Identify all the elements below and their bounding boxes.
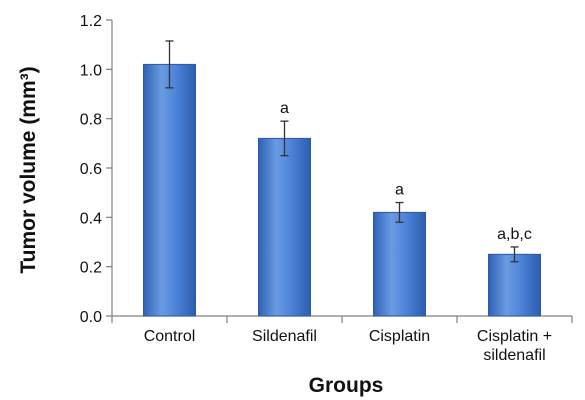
significance-label: a — [280, 100, 289, 117]
bar — [143, 63, 196, 317]
y-tick-label: 0.8 — [80, 112, 102, 129]
x-category-label: Cisplatin + — [477, 328, 552, 345]
y-tick-label: 1.2 — [80, 13, 102, 30]
y-tick-label: 0.6 — [80, 161, 102, 178]
bars — [143, 40, 541, 317]
labels: 0.0 0.2 0.4 0.6 0.8 1.0 1.2 Control a Sildenafil a… — [80, 13, 552, 364]
y-tick-label: 1.0 — [80, 62, 102, 79]
bar — [373, 211, 426, 317]
x-category-label: sildenafil — [483, 347, 545, 364]
bar — [258, 137, 311, 317]
y-tick-label: 0.4 — [80, 210, 102, 227]
significance-label: a — [395, 182, 404, 199]
x-category-label: Sildenafil — [252, 328, 317, 345]
y-axis-title: Tumor volume (mm³) — [17, 66, 40, 273]
x-axis-title: Groups — [309, 374, 384, 397]
y-tick-label: 0.0 — [80, 309, 102, 326]
x-category-label: Control — [144, 328, 196, 345]
y-tick-label: 0.2 — [80, 260, 102, 277]
significance-label: a,b,c — [497, 226, 532, 243]
bar — [488, 253, 541, 317]
x-category-label: Cisplatin — [369, 328, 430, 345]
